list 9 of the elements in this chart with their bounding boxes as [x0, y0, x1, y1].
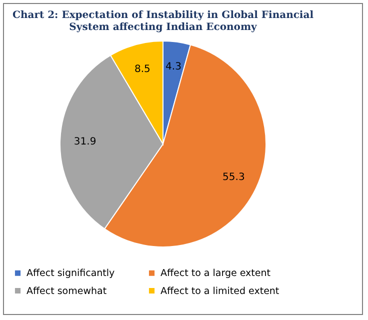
legend-label: Affect significantly	[26, 268, 116, 280]
data-label: 8.5	[134, 64, 150, 75]
data-label: 31.9	[74, 136, 96, 148]
chart-title: Chart 2: Expectation of Instability in Global Financial System affecting Indian Economy	[12, 10, 314, 33]
legend-label: Affect to a large extent	[160, 268, 271, 280]
data-label: 55.3	[222, 172, 245, 183]
legend-label: Affect somewhat	[26, 286, 107, 297]
data-label: 4.3	[166, 62, 182, 73]
legend-label: Affect to a limited extent	[160, 286, 280, 297]
